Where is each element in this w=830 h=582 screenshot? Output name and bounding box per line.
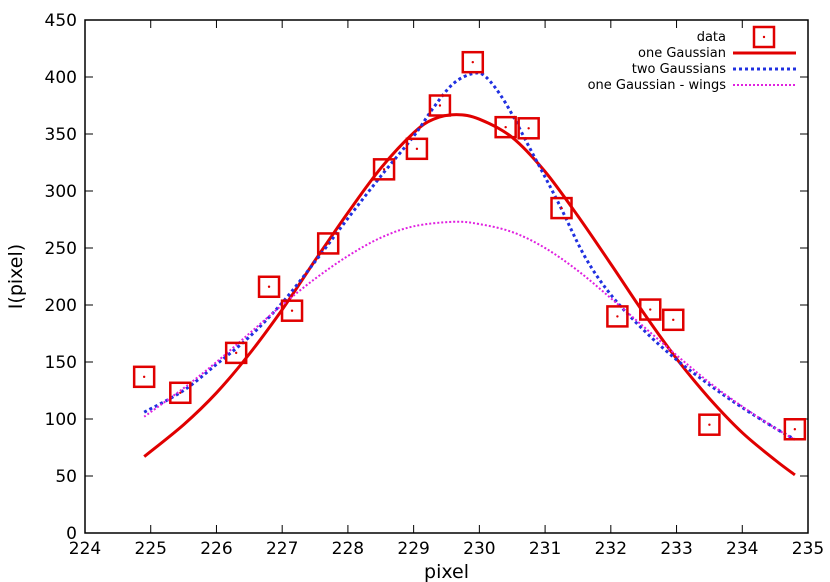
y-tick-label: 100	[45, 410, 77, 430]
legend-label: one Gaussian	[638, 46, 726, 61]
data-point-dot	[415, 147, 419, 151]
data-point-dot	[672, 318, 675, 322]
y-axis-title: I(pixel)	[5, 244, 27, 309]
data-point-dot	[527, 127, 530, 130]
legend-label: two Gaussians	[632, 62, 726, 77]
data-point-square	[316, 232, 340, 255]
data-point	[372, 158, 396, 181]
data-point-square	[428, 94, 452, 117]
data-point-square	[550, 196, 573, 220]
plot-axes: 224 225 226 227 228 229 230 231 232 233 234 235 0 50 1…	[45, 11, 825, 559]
plot-frame	[84, 19, 809, 534]
data-point-square	[639, 298, 662, 321]
data-point	[405, 137, 429, 161]
data-point-dot	[438, 104, 442, 107]
data-point-dot	[382, 168, 386, 171]
y-tick-label: 150	[45, 353, 77, 373]
data-point	[316, 232, 340, 255]
data-point	[494, 115, 517, 139]
data-point-square	[662, 308, 685, 332]
data-point	[698, 413, 721, 436]
data-point-square	[224, 341, 248, 365]
data-point-dot	[267, 285, 271, 288]
x-tick-label: 235	[792, 539, 824, 559]
legend-marker	[752, 25, 776, 49]
x-tick-label: 225	[135, 539, 167, 559]
x-tick-label: 233	[660, 539, 692, 559]
data-point-square	[494, 115, 517, 139]
data-point	[280, 299, 304, 322]
y-tick-label: 350	[45, 125, 77, 145]
data-point-square	[405, 137, 429, 161]
legend-label: data	[697, 30, 726, 45]
y-tick-label: 250	[45, 239, 77, 259]
y-tick-label: 400	[45, 68, 77, 88]
x-tick-label: 228	[332, 539, 364, 559]
data-point-dot	[708, 423, 711, 426]
data-point-square	[132, 365, 156, 389]
data-point-square	[280, 299, 304, 322]
data-point-square	[372, 158, 396, 181]
data-point-dot	[234, 351, 238, 355]
data-point	[639, 298, 662, 321]
legend-marker-dot	[762, 35, 766, 39]
data-point	[461, 50, 485, 74]
plot-points	[132, 50, 807, 441]
x-tick-label: 226	[200, 539, 232, 559]
data-point-square	[169, 381, 192, 405]
data-point-dot	[326, 242, 330, 245]
data-point	[428, 94, 452, 117]
data-point-dot	[179, 391, 182, 394]
plot-curves	[143, 71, 796, 477]
data-point-square	[257, 275, 281, 299]
x-tick-label: 230	[463, 539, 495, 559]
series-line-3	[143, 220, 796, 441]
x-tick-label: 227	[266, 539, 298, 559]
data-point-dot	[793, 428, 797, 431]
data-point-square	[517, 117, 540, 140]
y-tick-label: 200	[45, 296, 77, 316]
data-point-dot	[471, 60, 474, 64]
data-point-square	[698, 413, 721, 436]
data-point-dot	[504, 125, 507, 129]
x-axis-title: pixel	[424, 561, 469, 582]
data-point-square	[783, 418, 807, 441]
y-tick-label: 450	[45, 11, 77, 31]
data-point-square	[461, 50, 485, 74]
y-tick-label: 300	[45, 182, 77, 202]
data-point	[662, 308, 685, 332]
data-point-dot	[142, 375, 146, 379]
legend-label: one Gaussian - wings	[588, 78, 727, 93]
y-tick-label: 50	[55, 467, 77, 487]
data-point	[224, 341, 248, 365]
data-point	[783, 418, 807, 441]
x-tick-label: 234	[726, 539, 758, 559]
data-point-dot	[649, 308, 652, 311]
data-point	[606, 305, 629, 328]
y-tick-label: 0	[66, 524, 77, 544]
data-point	[169, 381, 192, 405]
x-tick-label: 232	[595, 539, 627, 559]
data-point	[132, 365, 156, 389]
data-point-dot	[290, 309, 294, 312]
data-point	[550, 196, 573, 220]
data-point	[257, 275, 281, 299]
data-point-dot	[616, 315, 619, 318]
x-tick-label: 231	[529, 539, 561, 559]
data-point-dot	[560, 206, 563, 210]
x-tick-label: 224	[69, 539, 101, 559]
series-line-1	[143, 113, 796, 477]
data-point-square	[606, 305, 629, 328]
x-tick-label: 229	[397, 539, 429, 559]
data-point	[517, 117, 540, 140]
